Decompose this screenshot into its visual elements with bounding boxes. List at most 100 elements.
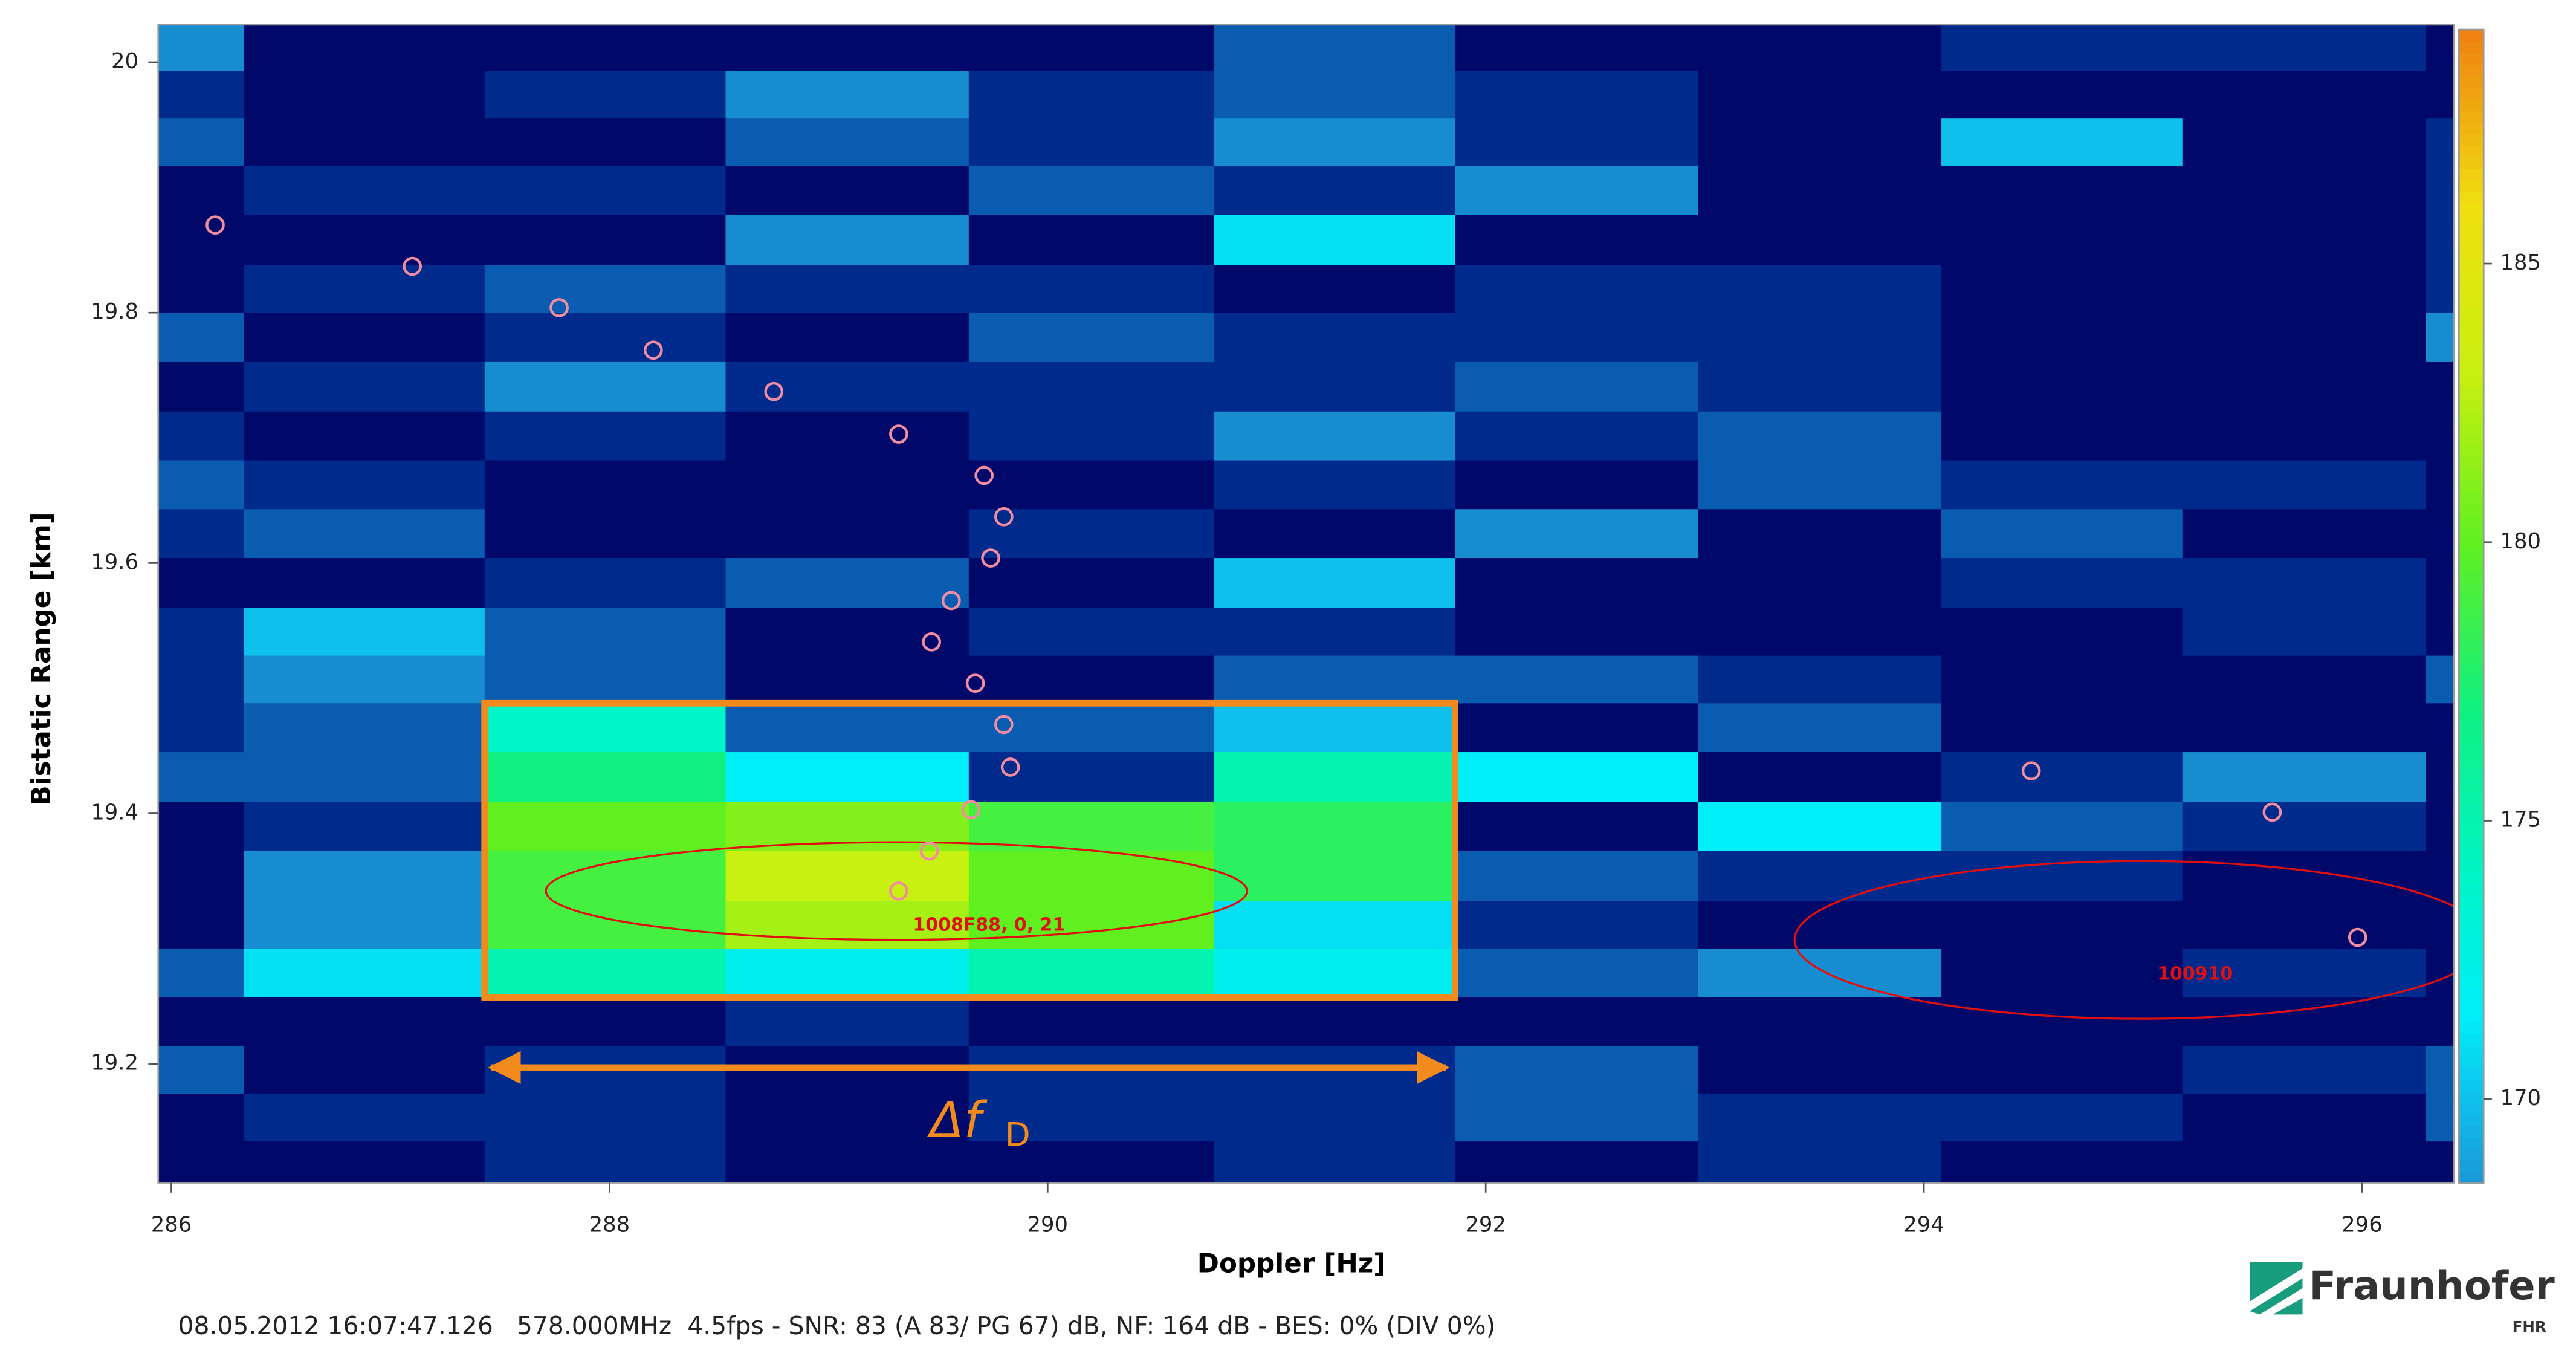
cell (2426, 655, 2455, 704)
colorbar-step (2459, 514, 2484, 527)
cell (244, 265, 486, 314)
cell (158, 361, 245, 413)
colorbar-step (2459, 444, 2484, 458)
cell (968, 361, 1215, 413)
cell (2182, 608, 2427, 657)
colorbar-step (2459, 537, 2484, 550)
cell (1214, 1094, 1456, 1143)
cell (1214, 752, 1456, 803)
cell (2182, 118, 2427, 167)
cell (1941, 166, 2184, 216)
delta-sub: D (1005, 1115, 1031, 1153)
cell (968, 24, 1215, 72)
cell (1214, 1141, 1456, 1183)
cell (725, 997, 970, 1048)
cell (2182, 1094, 2427, 1143)
colorbar-step (2459, 352, 2484, 365)
detection (994, 715, 1014, 735)
cell (1214, 71, 1456, 120)
delta-label: Δf (927, 1092, 988, 1149)
colorbar-step (2459, 640, 2484, 654)
colorbar-step (2459, 733, 2484, 745)
cell (1455, 1046, 1700, 1095)
cell (1455, 558, 1700, 609)
cell (158, 215, 245, 266)
cell (1698, 851, 1943, 902)
x-tick-label: 294 (1903, 1212, 1944, 1237)
cell (1455, 608, 1700, 657)
cell (1698, 265, 1943, 314)
cell (968, 460, 1215, 510)
cell (244, 118, 486, 167)
cell (158, 1046, 245, 1095)
colorbar-step (2459, 398, 2484, 411)
colorbar-step (2459, 1148, 2484, 1161)
colorbar-step (2459, 860, 2484, 872)
cell (484, 703, 727, 753)
colorbar-step (2459, 214, 2484, 227)
cell (725, 460, 970, 510)
cell (158, 851, 245, 902)
cell (1698, 558, 1943, 609)
colorbar-step (2459, 687, 2484, 699)
cell (1941, 949, 2184, 999)
cell (158, 509, 245, 559)
cell (725, 71, 970, 120)
cell (1941, 1046, 2184, 1095)
colorbar-step (2459, 721, 2484, 734)
cell (1214, 361, 1456, 413)
colorbar-step (2459, 571, 2484, 584)
cell (725, 265, 970, 314)
cell (158, 411, 245, 461)
colorbar-step (2459, 53, 2484, 65)
detection (942, 591, 961, 611)
cell (244, 411, 486, 461)
cell (158, 558, 245, 609)
colorbar-tick-label: 185 (2500, 250, 2541, 275)
cell (2182, 509, 2427, 559)
cell (484, 997, 727, 1048)
cell (1214, 608, 1456, 657)
cell (2182, 265, 2427, 314)
logo: Fraunhofer FHR (2250, 1262, 2555, 1335)
colorbar-step (2459, 64, 2484, 77)
colorbar-tick-label: 180 (2500, 529, 2541, 554)
cell (1698, 997, 1943, 1048)
colorbar-step (2459, 1137, 2484, 1149)
detection (549, 298, 569, 317)
colorbar-step (2459, 41, 2484, 54)
cell (244, 949, 486, 999)
cell (1698, 752, 1943, 803)
cell (1214, 802, 1456, 852)
cell (1698, 703, 1943, 753)
y-tick-label: 20 (111, 49, 138, 74)
colorbar-step (2459, 744, 2484, 757)
cell (1698, 411, 1943, 461)
cell (244, 608, 486, 657)
cell (968, 703, 1215, 753)
status-line: 08.05.2012 16:07:47.126 578.000MHz 4.5fp… (178, 1311, 1495, 1340)
cell (1698, 460, 1943, 510)
cell (725, 949, 970, 999)
detection (961, 800, 981, 820)
colorbar-step (2459, 871, 2484, 884)
cell (2182, 361, 2427, 413)
cell (2182, 166, 2427, 216)
y-axis-label: Bistatic Range [km] (27, 512, 57, 805)
colorbar-step (2459, 364, 2484, 377)
colorbar-step (2459, 525, 2484, 538)
detection (919, 841, 939, 861)
cell (244, 166, 486, 216)
cell (725, 655, 970, 704)
cell (484, 24, 727, 72)
cell (2182, 1141, 2427, 1183)
detection (889, 424, 908, 444)
cell (1455, 1141, 1700, 1183)
cell (2426, 411, 2455, 461)
cell (2182, 802, 2427, 852)
cell (725, 361, 970, 413)
cell (158, 71, 245, 120)
cell (484, 558, 727, 609)
cell (484, 752, 727, 803)
colorbar-step (2459, 1125, 2484, 1138)
